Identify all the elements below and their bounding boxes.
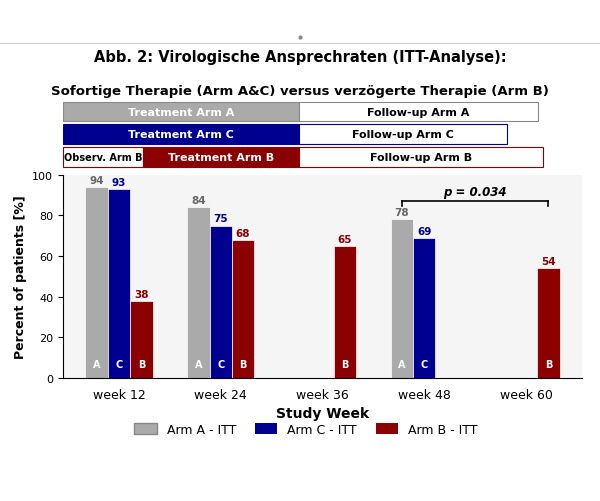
Text: 78: 78 bbox=[395, 208, 409, 218]
Text: 65: 65 bbox=[338, 234, 352, 244]
Text: A: A bbox=[398, 359, 406, 369]
Text: B: B bbox=[545, 359, 552, 369]
Text: B: B bbox=[239, 359, 247, 369]
X-axis label: Study Week: Study Week bbox=[276, 406, 369, 420]
Text: Treatment Arm A: Treatment Arm A bbox=[128, 107, 234, 117]
Text: Follow-up Arm A: Follow-up Arm A bbox=[367, 107, 470, 117]
Bar bbox=[413, 238, 436, 378]
Bar bbox=[187, 208, 209, 378]
Bar bbox=[63, 125, 299, 144]
Text: Observ. Arm B: Observ. Arm B bbox=[64, 153, 142, 163]
Bar bbox=[299, 125, 507, 144]
Bar bbox=[334, 246, 356, 378]
Bar bbox=[85, 187, 108, 378]
Bar bbox=[232, 240, 254, 378]
Bar bbox=[299, 102, 538, 122]
Bar bbox=[108, 189, 130, 378]
Text: A: A bbox=[93, 359, 100, 369]
Bar bbox=[63, 102, 299, 122]
Text: Follow-up Arm C: Follow-up Arm C bbox=[352, 130, 454, 140]
Bar bbox=[143, 148, 299, 167]
Text: C: C bbox=[217, 359, 224, 369]
Text: B: B bbox=[341, 359, 349, 369]
Legend: Arm A - ITT, Arm C - ITT, Arm B - ITT: Arm A - ITT, Arm C - ITT, Arm B - ITT bbox=[134, 423, 478, 436]
Text: 69: 69 bbox=[417, 226, 431, 236]
Text: Follow-up Arm B: Follow-up Arm B bbox=[370, 153, 472, 163]
Text: 94: 94 bbox=[89, 175, 104, 185]
Text: 54: 54 bbox=[541, 257, 556, 267]
Text: C: C bbox=[115, 359, 122, 369]
Y-axis label: Percent of patients [%]: Percent of patients [%] bbox=[14, 195, 27, 359]
Bar bbox=[209, 226, 232, 378]
Text: C: C bbox=[421, 359, 428, 369]
Text: Sofortige Therapie (Arm A&C) versus verzögerte Therapie (Arm B): Sofortige Therapie (Arm A&C) versus verz… bbox=[51, 85, 549, 98]
Bar bbox=[537, 269, 560, 378]
Bar bbox=[130, 301, 152, 378]
Text: B: B bbox=[137, 359, 145, 369]
Bar bbox=[391, 220, 413, 378]
Text: Deterding et al., The Hep-Net Acute HCV-III Study: EASL Copenhagen 2009: Deterding et al., The Hep-Net Acute HCV-… bbox=[6, 481, 395, 491]
Text: Treatment Arm C: Treatment Arm C bbox=[128, 130, 234, 140]
Bar bbox=[63, 148, 143, 167]
Text: 68: 68 bbox=[236, 228, 250, 238]
Text: A: A bbox=[194, 359, 202, 369]
Text: Abb. 2: Virologische Ansprechraten (ITT-Analyse):: Abb. 2: Virologische Ansprechraten (ITT-… bbox=[94, 50, 506, 65]
Text: 93: 93 bbox=[112, 177, 126, 187]
Text: p = 0.034: p = 0.034 bbox=[443, 186, 507, 199]
Text: 75: 75 bbox=[214, 214, 228, 224]
Text: 38: 38 bbox=[134, 289, 149, 299]
Bar bbox=[299, 148, 543, 167]
Text: 84: 84 bbox=[191, 196, 206, 206]
Text: Treatment Arm B: Treatment Arm B bbox=[168, 153, 274, 163]
